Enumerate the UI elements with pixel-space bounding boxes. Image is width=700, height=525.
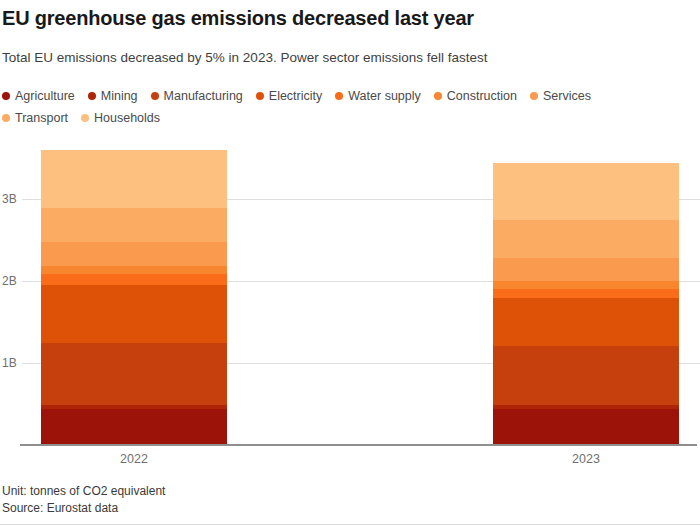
x-axis-label-2023: 2023	[493, 452, 679, 466]
chart-figure: EU greenhouse gas emissions decreased la…	[0, 0, 700, 525]
bar-segment-transport	[493, 220, 679, 258]
legend-item-electricity: Electricity	[256, 89, 322, 103]
bar-segment-construction	[41, 266, 227, 274]
legend-label: Mining	[101, 89, 138, 103]
bar-segment-households	[493, 163, 679, 220]
legend-label: Manufacturing	[164, 89, 243, 103]
legend-item-services: Services	[530, 89, 591, 103]
legend-item-water-supply: Water supply	[335, 89, 420, 103]
unit-note: Unit: tonnes of CO2 equivalent	[2, 484, 165, 498]
bar-segment-services	[493, 258, 679, 281]
bar-segment-water-supply	[41, 274, 227, 285]
legend-dot-icon	[81, 114, 89, 122]
source-note: Source: Eurostat data	[2, 501, 118, 515]
bar-segment-agriculture	[41, 409, 227, 445]
bar-segment-water-supply	[493, 289, 679, 298]
bar-segment-services	[41, 242, 227, 266]
y-axis-tick-label: 2B	[2, 274, 22, 288]
legend-dot-icon	[88, 92, 96, 100]
legend-label: Transport	[15, 111, 68, 125]
legend-item-construction: Construction	[434, 89, 517, 103]
stacked-bar-2023	[493, 163, 679, 445]
x-axis-label-2022: 2022	[41, 452, 227, 466]
legend-item-agriculture: Agriculture	[2, 89, 75, 103]
bar-segment-transport	[41, 208, 227, 242]
bar-segment-households	[41, 150, 227, 208]
x-axis-line	[20, 444, 697, 446]
bar-segment-agriculture	[493, 409, 679, 445]
chart-subtitle: Total EU emissions decreased by 5% in 20…	[2, 50, 692, 65]
bar-segment-electricity	[493, 298, 679, 346]
legend-dot-icon	[256, 92, 264, 100]
legend-item-mining: Mining	[88, 89, 138, 103]
bar-segment-construction	[493, 281, 679, 289]
bar-segment-electricity	[41, 285, 227, 343]
bar-segment-manufacturing	[493, 346, 679, 405]
legend-label: Construction	[447, 89, 517, 103]
bar-segment-manufacturing	[41, 343, 227, 405]
legend-label: Water supply	[348, 89, 420, 103]
stacked-bar-2022	[41, 150, 227, 445]
legend-item-households: Households	[81, 111, 160, 125]
legend-dot-icon	[530, 92, 538, 100]
legend-dot-icon	[2, 92, 10, 100]
legend-label: Agriculture	[15, 89, 75, 103]
y-axis-tick-label: 1B	[2, 356, 22, 370]
legend-dot-icon	[434, 92, 442, 100]
legend-label: Electricity	[269, 89, 322, 103]
legend-dot-icon	[2, 114, 10, 122]
legend-item-transport: Transport	[2, 111, 68, 125]
page-title: EU greenhouse gas emissions decreased la…	[2, 7, 692, 30]
legend-dot-icon	[335, 92, 343, 100]
legend-dot-icon	[151, 92, 159, 100]
legend-label: Households	[94, 111, 160, 125]
legend-label: Services	[543, 89, 591, 103]
legend: Agriculture Mining Manufacturing Electricit…	[2, 89, 664, 125]
y-axis-tick-label: 3B	[2, 192, 22, 206]
legend-item-manufacturing: Manufacturing	[151, 89, 243, 103]
